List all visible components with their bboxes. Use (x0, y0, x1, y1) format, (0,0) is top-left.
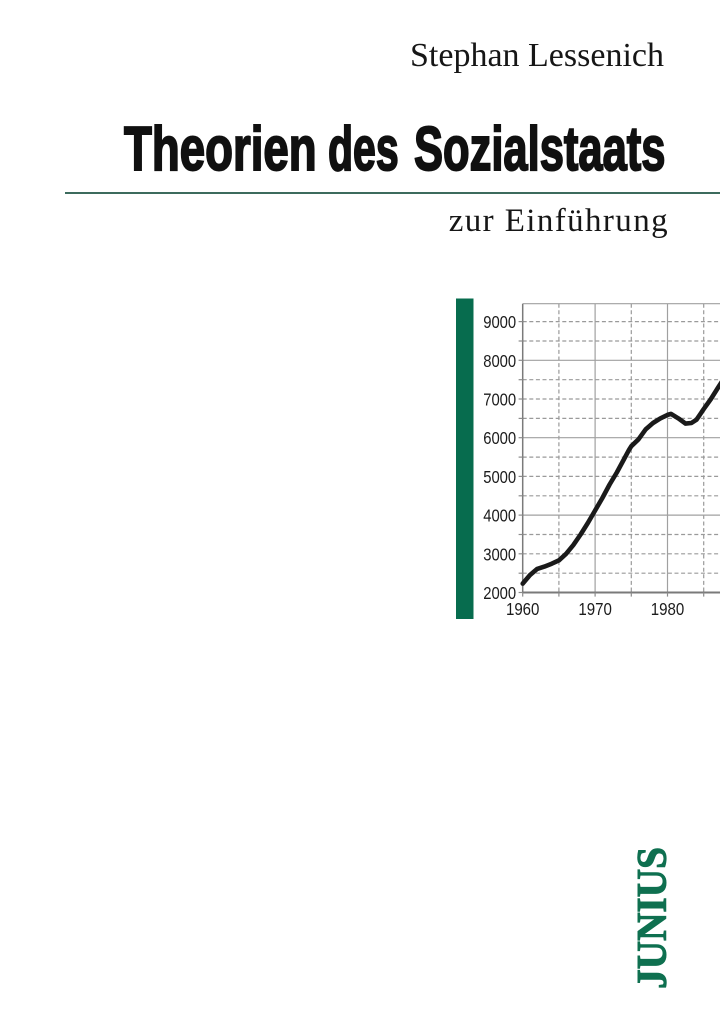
svg-text:1960: 1960 (506, 599, 540, 619)
svg-text:1970: 1970 (578, 599, 612, 619)
svg-text:6000: 6000 (483, 428, 516, 448)
svg-text:9000: 9000 (483, 312, 516, 332)
svg-text:3000: 3000 (483, 544, 516, 564)
svg-text:1980: 1980 (651, 599, 685, 619)
svg-text:5000: 5000 (483, 467, 516, 487)
svg-text:2000: 2000 (483, 583, 516, 603)
svg-text:7000: 7000 (483, 390, 516, 410)
svg-text:4000: 4000 (483, 506, 516, 526)
svg-text:8000: 8000 (483, 351, 516, 371)
